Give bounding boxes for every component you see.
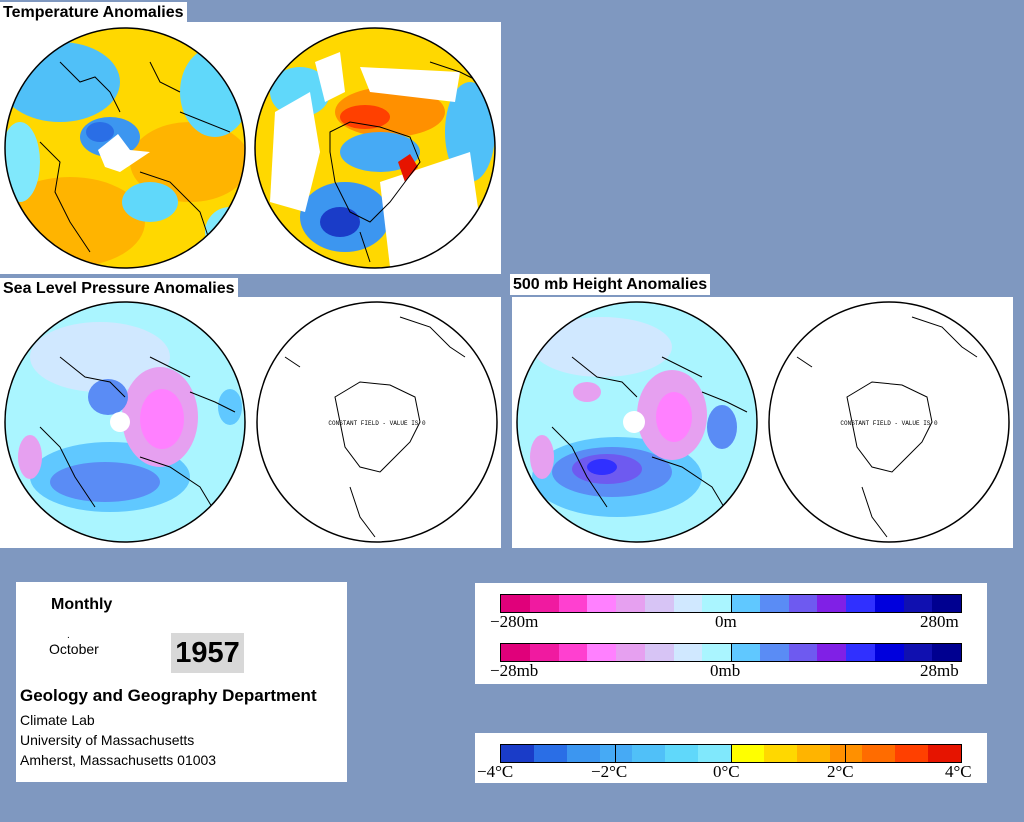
color-swatch — [501, 595, 530, 612]
temperature-north-map — [5, 28, 245, 268]
temp-tick-plus2 — [845, 745, 846, 762]
color-swatch — [529, 644, 559, 661]
height-label-max: 280m — [920, 612, 959, 631]
color-swatch — [599, 745, 633, 762]
height-label-zero: 0m — [715, 612, 737, 631]
color-swatch — [533, 745, 567, 762]
slp-south-annotation: CONSTANT FIELD - VALUE IS 0 — [328, 420, 426, 427]
department-label: Geology and Geography Department — [20, 686, 317, 705]
color-swatch — [932, 644, 961, 661]
address-line-1: Climate Lab — [20, 712, 95, 728]
temp-label-plus2: 2°C — [827, 762, 854, 781]
slp-title: Sea Level Pressure Anomalies — [0, 278, 238, 299]
color-swatch — [501, 644, 530, 661]
temp-label-minus4: −4°C — [477, 762, 514, 781]
address-line-2: University of Massachusetts — [20, 732, 195, 748]
color-swatch — [673, 644, 703, 661]
temp-label-plus4: 4°C — [945, 762, 972, 781]
color-swatch — [874, 644, 904, 661]
color-swatch — [862, 745, 896, 762]
color-swatch — [796, 745, 830, 762]
color-swatch — [702, 595, 731, 612]
slp-color-bar — [500, 643, 962, 662]
temp-label-zero: 0°C — [713, 762, 740, 781]
color-swatch — [616, 644, 645, 661]
color-swatch — [587, 644, 616, 661]
color-swatch — [846, 644, 875, 661]
color-swatch — [632, 745, 666, 762]
slp-panel: CONSTANT FIELD - VALUE IS 0 — [0, 297, 501, 548]
color-swatch — [698, 745, 732, 762]
color-swatch — [558, 595, 588, 612]
height-color-bar — [500, 594, 962, 613]
year-label: 1957 — [171, 633, 244, 673]
height-panel: CONSTANT FIELD - VALUE IS 0 — [512, 297, 1013, 548]
color-swatch — [895, 745, 929, 762]
color-swatch — [673, 595, 703, 612]
color-swatch — [644, 595, 674, 612]
temperature-panel — [0, 22, 501, 274]
month-label: October — [49, 641, 99, 657]
color-swatch — [731, 644, 760, 661]
info-box: Monthly . October 1957 Geology and Geogr… — [16, 582, 347, 782]
height-north-map — [517, 302, 757, 542]
temp-tick-minus2 — [615, 745, 616, 762]
temperature-legend: −4°C −2°C 0°C 2°C 4°C — [475, 733, 987, 783]
color-swatch — [817, 595, 846, 612]
height-zero-tick — [731, 595, 732, 612]
color-swatch — [665, 745, 699, 762]
slp-north-map — [5, 302, 245, 542]
color-swatch — [928, 745, 962, 762]
color-swatch — [763, 745, 797, 762]
color-swatch — [644, 644, 674, 661]
height-title: 500 mb Height Anomalies — [510, 274, 711, 295]
color-swatch — [702, 644, 731, 661]
slp-label-zero: 0mb — [710, 661, 741, 680]
month-dot: . — [67, 630, 70, 641]
color-swatch — [846, 595, 875, 612]
color-swatch — [558, 644, 588, 661]
color-swatch — [731, 745, 764, 762]
color-swatch — [817, 644, 846, 661]
temp-tick-zero — [731, 745, 732, 762]
color-swatch — [829, 745, 863, 762]
color-swatch — [529, 595, 559, 612]
color-swatch — [566, 745, 600, 762]
height-south-annotation: CONSTANT FIELD - VALUE IS 0 — [840, 420, 938, 427]
color-swatch — [874, 595, 904, 612]
color-swatch — [759, 595, 789, 612]
height-slp-legend: −280m 0m 280m −28mb 0mb 28mb — [475, 583, 987, 684]
temperature-title: Temperature Anomalies — [0, 2, 187, 23]
color-swatch — [788, 644, 818, 661]
address-line-3: Amherst, Massachusetts 01003 — [20, 752, 217, 768]
temp-label-minus2: −2°C — [591, 762, 628, 781]
slp-zero-tick — [731, 644, 732, 661]
slp-south-map: CONSTANT FIELD - VALUE IS 0 — [256, 301, 498, 543]
color-swatch — [903, 644, 933, 661]
temperature-south-map — [255, 28, 495, 268]
color-swatch — [788, 595, 818, 612]
color-swatch — [616, 595, 645, 612]
height-south-map: CONSTANT FIELD - VALUE IS 0 — [768, 301, 1010, 543]
color-swatch — [932, 595, 961, 612]
color-swatch — [587, 595, 616, 612]
slp-label-max: 28mb — [920, 661, 959, 680]
height-label-min: −280m — [490, 612, 539, 631]
color-swatch — [759, 644, 789, 661]
color-swatch — [903, 595, 933, 612]
slp-label-min: −28mb — [490, 661, 539, 680]
temperature-color-bar — [500, 744, 962, 763]
color-swatch — [501, 745, 534, 762]
period-label: Monthly — [51, 596, 113, 613]
color-swatch — [731, 595, 760, 612]
